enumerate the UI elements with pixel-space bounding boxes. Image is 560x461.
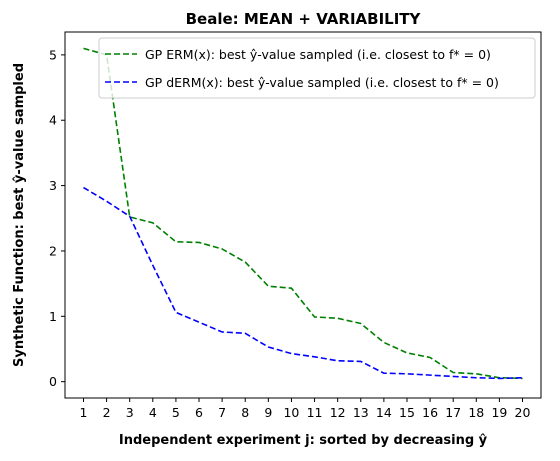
legend-label-derm: GP dERM(x): best ŷ-value sampled (i.e. c… <box>145 75 499 90</box>
x-axis-label: Independent experiment j: sorted by decr… <box>119 433 488 448</box>
y-axis-ticks: 0 1 2 3 4 5 <box>49 47 65 389</box>
y-axis-label: Synthetic Function: best ŷ-value sampled <box>12 63 27 367</box>
x-tick-label: 7 <box>218 405 226 420</box>
y-tick-label: 5 <box>49 47 57 62</box>
x-tick-label: 6 <box>195 405 203 420</box>
legend-box <box>98 37 536 99</box>
x-axis-ticks: 1 2 3 4 5 6 7 8 9 10 11 12 13 14 15 16 17 18 19 20 <box>80 398 531 420</box>
y-tick-label: 2 <box>49 243 57 258</box>
x-tick-label: 12 <box>330 405 346 420</box>
y-tick-label: 0 <box>49 374 57 389</box>
x-tick-label: 9 <box>264 405 272 420</box>
x-tick-label: 16 <box>422 405 438 420</box>
x-tick-label: 17 <box>445 405 461 420</box>
legend-label-erm: GP ERM(x): best ŷ-value sampled (i.e. cl… <box>145 47 491 62</box>
x-tick-label: 15 <box>399 405 415 420</box>
x-tick-label: 18 <box>468 405 484 420</box>
x-tick-label: 20 <box>515 405 531 420</box>
chart-title: Beale: MEAN + VARIABILITY <box>186 10 422 28</box>
x-tick-label: 2 <box>103 405 111 420</box>
y-tick-label: 3 <box>49 178 57 193</box>
x-tick-label: 10 <box>283 405 299 420</box>
series-line-erm <box>83 47 523 380</box>
legend: GP ERM(x): best ŷ-value sampled (i.e. cl… <box>98 37 536 99</box>
series-lines <box>83 47 523 380</box>
x-tick-label: 11 <box>307 405 323 420</box>
x-tick-label: 19 <box>491 405 507 420</box>
y-tick-label: 4 <box>49 113 57 128</box>
x-tick-label: 3 <box>126 405 134 420</box>
y-tick-label: 1 <box>49 309 57 324</box>
x-tick-label: 14 <box>376 405 392 420</box>
series-line-derm <box>83 186 523 380</box>
plot-frame <box>64 31 542 399</box>
x-tick-label: 1 <box>80 405 88 420</box>
x-tick-label: 8 <box>241 405 249 420</box>
x-tick-label: 4 <box>149 405 157 420</box>
x-tick-label: 5 <box>172 405 180 420</box>
x-tick-label: 13 <box>353 405 369 420</box>
